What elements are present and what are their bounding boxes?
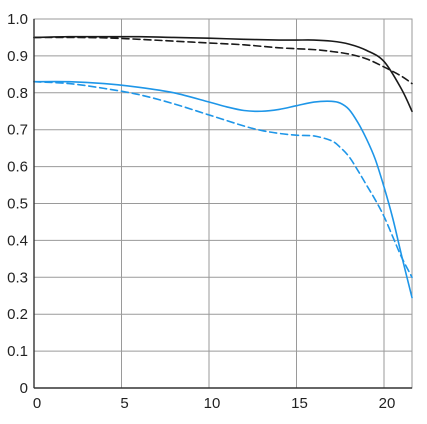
x-tick-label: 15 bbox=[291, 395, 308, 412]
x-tick-label: 10 bbox=[204, 395, 221, 412]
series-line-blue-solid bbox=[33, 80, 413, 299]
y-tick-label: 0.6 bbox=[7, 159, 28, 176]
series-line-black-solid bbox=[33, 35, 413, 113]
y-tick-label: 0.8 bbox=[7, 85, 28, 102]
x-axis-tick-labels: 0 5 10 15 20 bbox=[33, 395, 396, 412]
y-tick-label: 0.2 bbox=[7, 306, 28, 323]
y-tick-label: 1.0 bbox=[7, 11, 28, 28]
series-line-black-dashed bbox=[33, 36, 413, 85]
y-tick-label: 0.5 bbox=[7, 196, 28, 213]
y-tick-label: 0.9 bbox=[7, 48, 28, 65]
series-group bbox=[33, 35, 413, 299]
grid-lines bbox=[33, 18, 412, 389]
y-tick-label: 0.7 bbox=[7, 122, 28, 139]
axis-lines bbox=[33, 19, 412, 389]
y-tick-label: 0.3 bbox=[7, 269, 28, 286]
x-tick-label: 5 bbox=[120, 395, 128, 412]
x-tick-label: 20 bbox=[379, 395, 396, 412]
y-tick-label: 0 bbox=[20, 380, 28, 397]
x-tick-label: 0 bbox=[33, 395, 41, 412]
y-axis-tick-labels: 0 0.1 0.2 0.3 0.4 0.5 0.6 0.7 0.8 0.9 1.0 bbox=[7, 11, 28, 397]
y-tick-label: 0.1 bbox=[7, 343, 28, 360]
series-line-blue-dashed bbox=[33, 80, 413, 279]
y-tick-label: 0.4 bbox=[7, 232, 28, 249]
